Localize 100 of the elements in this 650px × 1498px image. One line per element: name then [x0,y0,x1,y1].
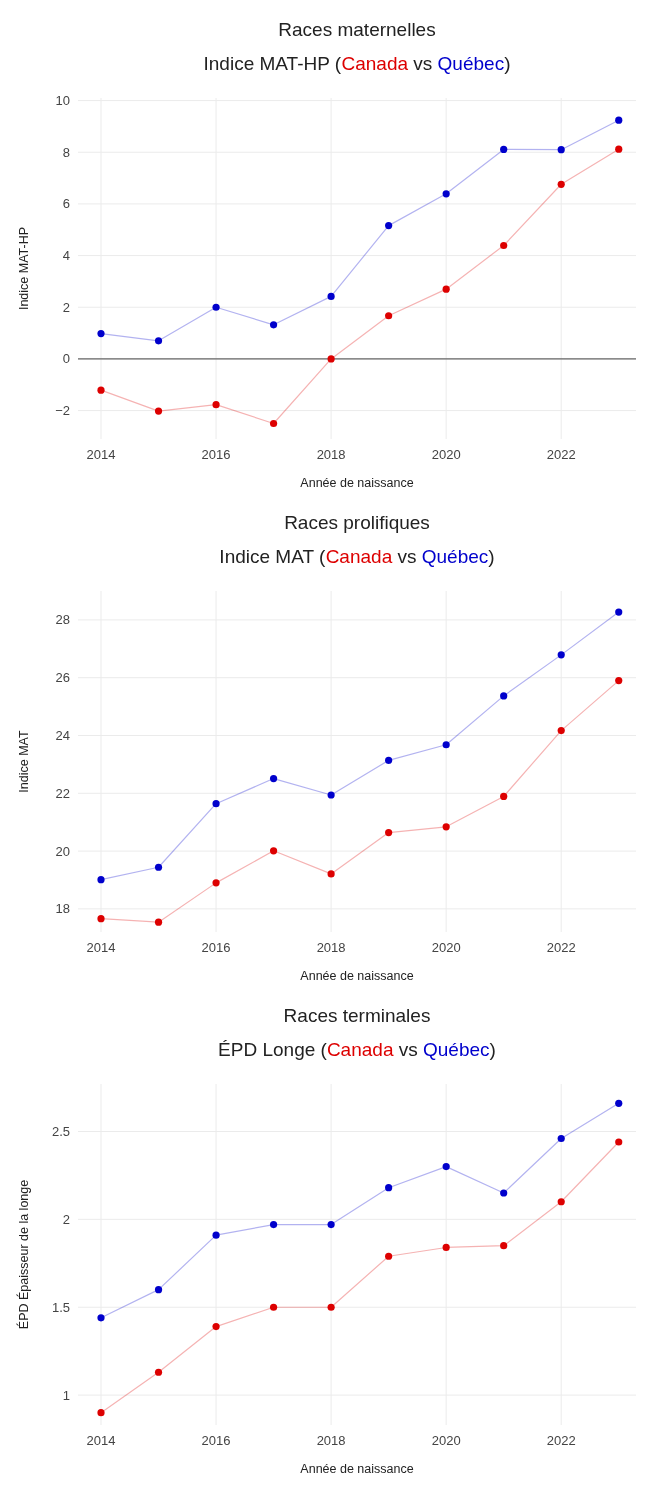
x-tick-label: 2018 [316,447,346,462]
point [615,1099,623,1107]
point [97,386,105,394]
point [615,608,623,616]
point [557,651,565,659]
point [385,1252,393,1260]
point [154,863,163,871]
x-tick-label: 2016 [201,1433,231,1448]
point [212,1231,220,1239]
point [97,1314,105,1322]
y-tick-label: 22 [55,785,70,801]
x-tick-label: 2022 [546,1433,576,1448]
point [557,1198,565,1206]
x-tick-label: 2016 [201,447,231,462]
point [615,145,623,153]
y-tick-label: 10 [55,93,70,109]
point [442,741,450,749]
point [385,1184,393,1192]
point [500,1189,508,1197]
point [327,870,335,878]
point [327,355,335,363]
y-tick-label: 24 [55,728,70,744]
point [269,774,278,783]
y-tick-label: 26 [55,670,70,686]
x-tick-label: 2018 [316,940,346,955]
x-tick-label: 2014 [86,940,116,955]
point [327,791,335,799]
x-axis-title: Année de naissance [300,1462,414,1476]
point [500,145,508,154]
y-tick-label: 4 [62,248,70,264]
point [442,1243,450,1252]
point [97,876,105,884]
point [212,401,220,409]
point [500,1242,508,1250]
y-tick-label: 18 [55,901,70,917]
y-tick-label: 28 [55,612,70,628]
point [615,676,623,685]
point [154,1368,163,1376]
point [327,292,335,300]
point [327,1221,335,1229]
point [97,915,105,923]
point [500,792,508,801]
point [615,1138,623,1146]
x-axis-title: Année de naissance [300,969,414,983]
point [500,241,508,250]
x-tick-label: 2020 [431,1433,461,1448]
y-tick-label: 8 [62,144,70,160]
point [385,312,393,320]
x-tick-label: 2018 [316,1433,346,1448]
x-tick-label: 2022 [546,940,576,955]
point [385,222,393,230]
y-tick-label: 2 [62,299,70,315]
point [269,321,278,329]
point [557,180,565,188]
point [385,756,393,764]
point [442,823,450,831]
x-tick-label: 2014 [86,1433,116,1448]
x-tick-label: 2020 [431,940,461,955]
point [615,116,623,124]
y-axis-title: ÉPD Épaisseur de la longe [16,1179,31,1330]
point [154,918,163,926]
point [557,1134,565,1143]
chart-subtitle: Indice MAT-HP (Canada vs Québec) [203,53,511,74]
point [212,303,220,311]
point [442,1163,450,1171]
point [269,1221,278,1229]
y-tick-label: 1.5 [51,1299,70,1315]
chart-subtitle: Indice MAT (Canada vs Québec) [219,546,495,567]
chart-title: Races terminales [283,1005,431,1026]
chart-subtitle: ÉPD Longe (Canada vs Québec) [218,1039,496,1060]
point [557,726,565,735]
point [212,879,220,887]
point [557,146,565,154]
point [269,419,278,428]
y-tick-label: 0 [62,351,70,367]
x-tick-label: 2014 [86,447,116,462]
chart-title: Races prolifiques [284,512,430,533]
point [97,1409,105,1417]
x-tick-label: 2016 [201,940,231,955]
point [212,800,220,808]
point [500,692,508,700]
y-tick-label: 6 [62,196,70,212]
point [154,407,163,415]
point [269,1303,278,1311]
y-tick-label: 2 [62,1211,70,1227]
point [154,337,163,345]
x-tick-label: 2022 [546,447,576,462]
y-tick-label: 1 [62,1387,70,1403]
point [442,285,450,293]
point [327,1303,335,1311]
point [154,1286,163,1294]
point [97,330,105,338]
point [212,1322,220,1331]
chart-title: Races maternelles [278,19,436,40]
y-tick-label: 20 [55,843,70,859]
y-axis-title: Indice MAT-HP [17,226,31,311]
y-axis-title: Indice MAT [17,730,31,793]
point [442,190,450,198]
point [269,847,278,855]
x-axis-title: Année de naissance [300,476,414,490]
